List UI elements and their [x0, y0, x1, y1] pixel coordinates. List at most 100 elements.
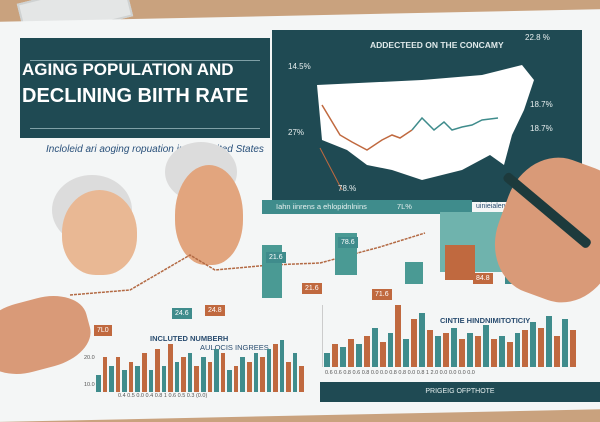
chart-bar: [514, 333, 521, 367]
chart-bar: [161, 366, 167, 392]
chart-bar: [109, 366, 114, 392]
chart-bar: [530, 321, 537, 367]
chart-band: Iahn iinrens a ehlopidnlnins 7L%: [262, 200, 472, 214]
chart-bar: [443, 333, 449, 367]
right-bar-chart: [322, 305, 577, 367]
chart-bar: [266, 348, 272, 392]
chart-bar: [435, 336, 442, 367]
chart-bar: [331, 344, 338, 367]
right-chart-title: CINTIE HINDNIMITOTICIY: [440, 316, 531, 325]
x-ticks: 0.4 0.5 0.0 0.4 0.8 1 0.6 0.5 0.3 (0.0): [118, 393, 208, 399]
band-value: 7L%: [396, 202, 412, 211]
left-chart-subtitle: AULOCIS INGREES: [200, 343, 269, 352]
value-tag: 84.8: [473, 273, 493, 284]
chart-bar: [141, 353, 147, 392]
chart-bar: [482, 324, 489, 367]
trend-line-chart: [69, 232, 426, 296]
chart-bar: [347, 338, 354, 367]
bar: [405, 262, 423, 284]
elderly-face-illustration: [62, 190, 137, 275]
bar: [445, 245, 475, 280]
chart-bar: [233, 366, 239, 392]
chart-bar: [115, 357, 121, 392]
band-text: Iahn iinrens a ehlopidnlnins: [276, 202, 367, 211]
map-label: 18.7%: [530, 124, 553, 133]
us-map: [317, 65, 534, 191]
map-label: 18.7%: [530, 100, 553, 109]
chart-bar: [546, 316, 553, 367]
chart-bar: [411, 319, 418, 367]
chart-bar: [168, 344, 173, 392]
title-line-2: DECLINING BIITH RATE: [22, 85, 249, 107]
chart-bar: [128, 361, 134, 392]
chart-bar: [181, 357, 186, 392]
value-tag: 21.6: [266, 252, 286, 263]
chart-bar: [174, 361, 180, 392]
chart-bar: [240, 357, 245, 392]
chart-bar: [201, 357, 206, 392]
chart-bar: [506, 341, 513, 367]
bottom-band: PRIGEIG OFPTHOTE: [320, 382, 600, 402]
title-panel: [20, 38, 270, 138]
chart-bar: [570, 330, 576, 367]
chart-bar: [458, 338, 465, 367]
map-label: 22.8 %: [525, 33, 550, 42]
chart-bar: [220, 353, 226, 392]
value-tag: 7L0: [94, 325, 112, 336]
chart-bar: [286, 361, 291, 392]
chart-bar: [260, 357, 265, 392]
chart-bar: [102, 357, 108, 392]
elderly-face-illustration: [175, 165, 243, 265]
y-tick: 10.0: [84, 382, 95, 388]
value-tag: 24.8: [205, 305, 225, 316]
value-tag: 78.6: [338, 237, 358, 248]
chart-bar: [451, 327, 457, 367]
chart-bar: [490, 338, 497, 367]
left-bar-chart: [95, 340, 305, 392]
chart-bar: [273, 344, 278, 392]
map-title: ADDECTEED ON THE CONCAMY: [370, 40, 504, 50]
chart-bar: [279, 340, 285, 392]
chart-bar: [387, 333, 394, 367]
chart-bar: [135, 366, 140, 392]
map-label: 14.5%: [288, 62, 311, 71]
chart-bar: [96, 374, 101, 392]
value-tag: 21.6: [302, 283, 322, 294]
chart-bar: [379, 341, 386, 367]
chart-bar: [339, 347, 346, 367]
chart-bar: [148, 370, 154, 392]
subtitle: Incloleid ari aoging ropuation in the Un…: [46, 144, 264, 155]
chart-bar: [227, 370, 232, 392]
chart-bar: [187, 353, 193, 392]
chart-bar: [427, 330, 434, 367]
chart-bar: [498, 336, 505, 367]
trend-line-teal: [411, 116, 499, 132]
chart-bar: [155, 348, 160, 392]
chart-bar: [363, 336, 370, 367]
chart-bar: [253, 353, 259, 392]
band-text-2: uinieialen a: [476, 203, 512, 210]
chart-bar: [324, 352, 330, 367]
map-label: 27%: [288, 128, 305, 137]
map-label: 78.%: [338, 184, 357, 193]
chart-bar: [299, 366, 304, 392]
x-ticks: 0.6 0.6 0.8 0.6 0.8 0.0 0.0 0.8 0.8 0.0 …: [325, 370, 475, 376]
chart-bar: [122, 370, 127, 392]
chart-bar: [466, 333, 473, 367]
chart-bar: [246, 361, 252, 392]
y-tick: 20.0: [84, 355, 95, 361]
value-tag: 24.6: [172, 308, 192, 319]
title-line-1: AGING POPULATION AND: [22, 60, 234, 79]
trend-line-rust: [321, 104, 413, 151]
chart-bar: [522, 330, 529, 367]
chart-bar: [562, 319, 569, 367]
chart-bar: [207, 361, 213, 392]
chart-bar: [474, 336, 481, 367]
chart-bar: [538, 327, 545, 367]
chart-bar: [292, 353, 298, 392]
chart-bar: [355, 344, 362, 367]
chart-bar: [194, 366, 199, 392]
chart-bar: [395, 305, 402, 367]
value-tag: 71.6: [372, 289, 392, 300]
left-chart-title: INCLUTED NUMBERH: [150, 334, 229, 343]
